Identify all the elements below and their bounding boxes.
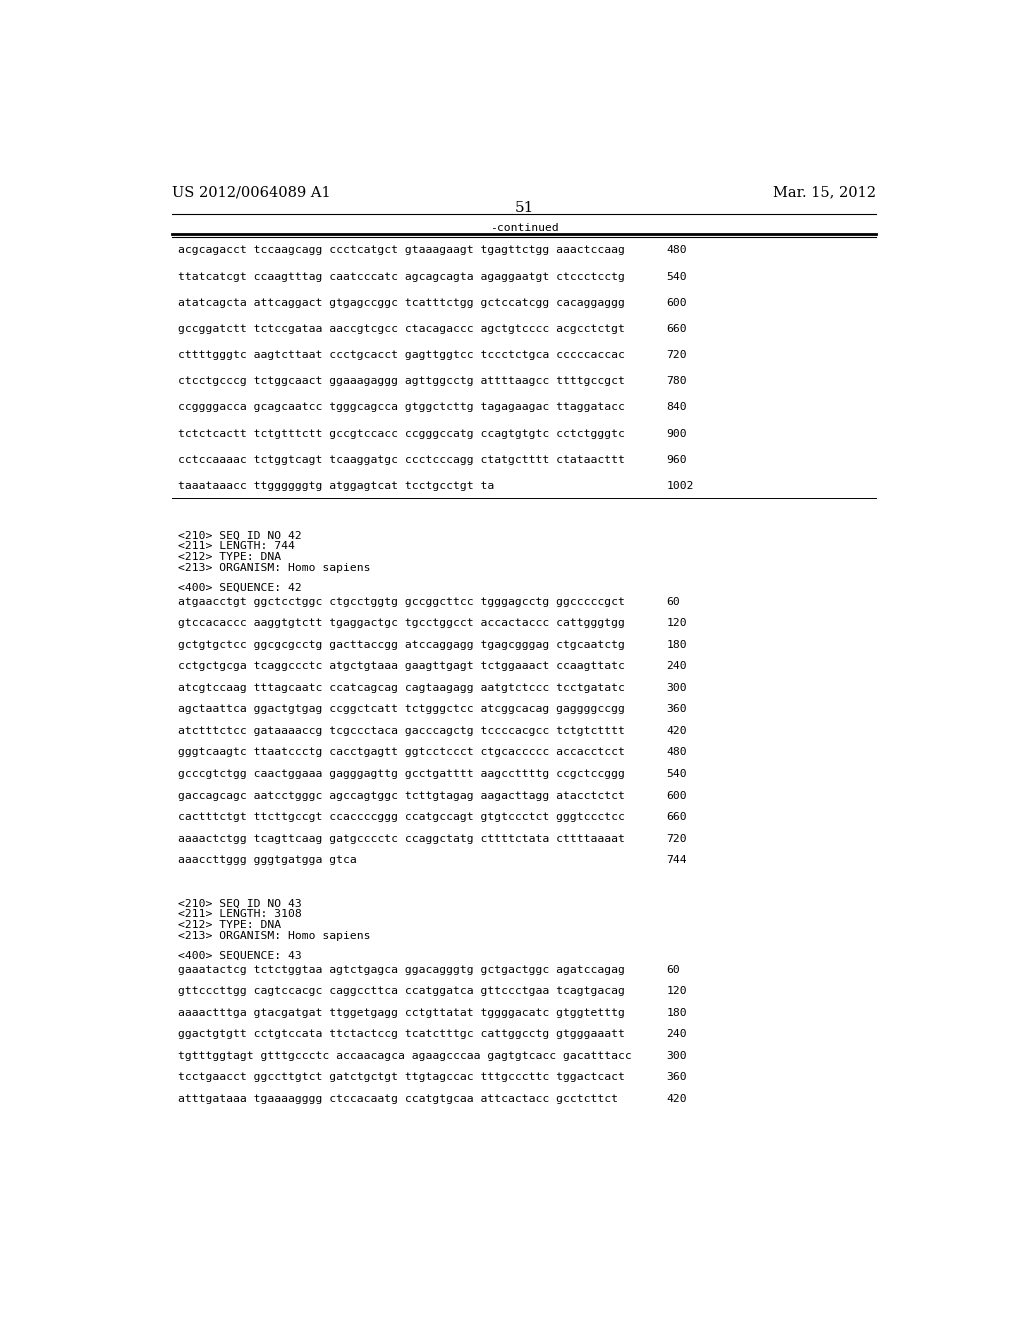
Text: ctcctgcccg tctggcaact ggaaagaggg agttggcctg attttaagcc ttttgccgct: ctcctgcccg tctggcaact ggaaagaggg agttggc…: [178, 376, 626, 387]
Text: cctccaaaac tctggtcagt tcaaggatgc ccctcccagg ctatgctttt ctataacttt: cctccaaaac tctggtcagt tcaaggatgc ccctccc…: [178, 455, 626, 465]
Text: 744: 744: [667, 855, 687, 865]
Text: atctttctcc gataaaaccg tcgccctaca gacccagctg tccccacgcc tctgtctttt: atctttctcc gataaaaccg tcgccctaca gacccag…: [178, 726, 626, 735]
Text: 780: 780: [667, 376, 687, 387]
Text: gggtcaagtc ttaatccctg cacctgagtt ggtcctccct ctgcaccccc accacctcct: gggtcaagtc ttaatccctg cacctgagtt ggtcctc…: [178, 747, 626, 758]
Text: 300: 300: [667, 682, 687, 693]
Text: 540: 540: [667, 272, 687, 281]
Text: aaaactttga gtacgatgat ttggetgagg cctgttatat tggggacatc gtggtetttg: aaaactttga gtacgatgat ttggetgagg cctgtta…: [178, 1007, 626, 1018]
Text: 600: 600: [667, 791, 687, 800]
Text: 420: 420: [667, 1094, 687, 1104]
Text: agctaattca ggactgtgag ccggctcatt tctgggctcc atcggcacag gaggggccgg: agctaattca ggactgtgag ccggctcatt tctgggc…: [178, 705, 626, 714]
Text: acgcagacct tccaagcagg ccctcatgct gtaaagaagt tgagttctgg aaactccaag: acgcagacct tccaagcagg ccctcatgct gtaaaga…: [178, 246, 626, 255]
Text: tctctcactt tctgtttctt gccgtccacc ccgggccatg ccagtgtgtc cctctgggtc: tctctcactt tctgtttctt gccgtccacc ccgggcc…: [178, 429, 626, 438]
Text: 900: 900: [667, 429, 687, 438]
Text: <213> ORGANISM: Homo sapiens: <213> ORGANISM: Homo sapiens: [178, 562, 371, 573]
Text: 60: 60: [667, 597, 680, 606]
Text: gaaatactcg tctctggtaa agtctgagca ggacagggtg gctgactggc agatccagag: gaaatactcg tctctggtaa agtctgagca ggacagg…: [178, 965, 626, 974]
Text: <210> SEQ ID NO 42: <210> SEQ ID NO 42: [178, 531, 302, 540]
Text: tcctgaacct ggccttgtct gatctgctgt ttgtagccac tttgcccttc tggactcact: tcctgaacct ggccttgtct gatctgctgt ttgtagc…: [178, 1072, 626, 1082]
Text: 120: 120: [667, 986, 687, 997]
Text: ttatcatcgt ccaagtttag caatcccatc agcagcagta agaggaatgt ctccctcctg: ttatcatcgt ccaagtttag caatcccatc agcagca…: [178, 272, 626, 281]
Text: <210> SEQ ID NO 43: <210> SEQ ID NO 43: [178, 899, 302, 908]
Text: 180: 180: [667, 1007, 687, 1018]
Text: 960: 960: [667, 455, 687, 465]
Text: atcgtccaag tttagcaatc ccatcagcag cagtaagagg aatgtctccc tcctgatatc: atcgtccaag tttagcaatc ccatcagcag cagtaag…: [178, 682, 626, 693]
Text: US 2012/0064089 A1: US 2012/0064089 A1: [172, 185, 331, 199]
Text: -continued: -continued: [490, 223, 559, 234]
Text: 600: 600: [667, 298, 687, 308]
Text: gtccacaccc aaggtgtctt tgaggactgc tgcctggcct accactaccc cattgggtgg: gtccacaccc aaggtgtctt tgaggactgc tgcctgg…: [178, 618, 626, 628]
Text: gaccagcagc aatcctgggc agccagtggc tcttgtagag aagacttagg atacctctct: gaccagcagc aatcctgggc agccagtggc tcttgta…: [178, 791, 626, 800]
Text: atttgataaa tgaaaagggg ctccacaatg ccatgtgcaa attcactacc gcctcttct: atttgataaa tgaaaagggg ctccacaatg ccatgtg…: [178, 1094, 618, 1104]
Text: 360: 360: [667, 1072, 687, 1082]
Text: 840: 840: [667, 403, 687, 412]
Text: 180: 180: [667, 640, 687, 649]
Text: 360: 360: [667, 705, 687, 714]
Text: <212> TYPE: DNA: <212> TYPE: DNA: [178, 920, 282, 929]
Text: 720: 720: [667, 350, 687, 360]
Text: <212> TYPE: DNA: <212> TYPE: DNA: [178, 552, 282, 562]
Text: <211> LENGTH: 3108: <211> LENGTH: 3108: [178, 909, 302, 919]
Text: cctgctgcga tcaggccctc atgctgtaaa gaagttgagt tctggaaact ccaagttatc: cctgctgcga tcaggccctc atgctgtaaa gaagttg…: [178, 661, 626, 671]
Text: gcccgtctgg caactggaaa gagggagttg gcctgatttt aagccttttg ccgctccggg: gcccgtctgg caactggaaa gagggagttg gcctgat…: [178, 770, 626, 779]
Text: atatcagcta attcaggact gtgagccggc tcatttctgg gctccatcgg cacaggaggg: atatcagcta attcaggact gtgagccggc tcatttc…: [178, 298, 626, 308]
Text: 300: 300: [667, 1051, 687, 1061]
Text: 240: 240: [667, 661, 687, 671]
Text: 51: 51: [515, 201, 535, 215]
Text: ccggggacca gcagcaatcc tgggcagcca gtggctcttg tagagaagac ttaggatacc: ccggggacca gcagcaatcc tgggcagcca gtggctc…: [178, 403, 626, 412]
Text: atgaacctgt ggctcctggc ctgcctggtg gccggcttcc tgggagcctg ggcccccgct: atgaacctgt ggctcctggc ctgcctggtg gccggct…: [178, 597, 626, 606]
Text: 240: 240: [667, 1030, 687, 1039]
Text: <400> SEQUENCE: 43: <400> SEQUENCE: 43: [178, 950, 302, 961]
Text: 540: 540: [667, 770, 687, 779]
Text: <400> SEQUENCE: 42: <400> SEQUENCE: 42: [178, 582, 302, 593]
Text: aaaactctgg tcagttcaag gatgcccctc ccaggctatg cttttctata cttttaaaat: aaaactctgg tcagttcaag gatgcccctc ccaggct…: [178, 834, 626, 843]
Text: gccggatctt tctccgataa aaccgtcgcc ctacagaccc agctgtcccc acgcctctgt: gccggatctt tctccgataa aaccgtcgcc ctacaga…: [178, 323, 626, 334]
Text: 480: 480: [667, 747, 687, 758]
Text: 1002: 1002: [667, 480, 694, 491]
Text: cttttgggtc aagtcttaat ccctgcacct gagttggtcc tccctctgca cccccaccac: cttttgggtc aagtcttaat ccctgcacct gagttgg…: [178, 350, 626, 360]
Text: Mar. 15, 2012: Mar. 15, 2012: [773, 185, 876, 199]
Text: 420: 420: [667, 726, 687, 735]
Text: 720: 720: [667, 834, 687, 843]
Text: gctgtgctcc ggcgcgcctg gacttaccgg atccaggagg tgagcgggag ctgcaatctg: gctgtgctcc ggcgcgcctg gacttaccgg atccagg…: [178, 640, 626, 649]
Text: 120: 120: [667, 618, 687, 628]
Text: 480: 480: [667, 246, 687, 255]
Text: 660: 660: [667, 323, 687, 334]
Text: tgtttggtagt gtttgccctc accaacagca agaagcccaa gagtgtcacc gacatttacc: tgtttggtagt gtttgccctc accaacagca agaagc…: [178, 1051, 632, 1061]
Text: <211> LENGTH: 744: <211> LENGTH: 744: [178, 541, 295, 550]
Text: <213> ORGANISM: Homo sapiens: <213> ORGANISM: Homo sapiens: [178, 931, 371, 941]
Text: taaataaacc ttggggggtg atggagtcat tcctgcctgt ta: taaataaacc ttggggggtg atggagtcat tcctgcc…: [178, 480, 495, 491]
Text: cactttctgt ttcttgccgt ccaccccggg ccatgccagt gtgtccctct gggtccctcc: cactttctgt ttcttgccgt ccaccccggg ccatgcc…: [178, 812, 626, 822]
Text: 660: 660: [667, 812, 687, 822]
Text: 60: 60: [667, 965, 680, 974]
Text: gttcccttgg cagtccacgc caggccttca ccatggatca gttccctgaa tcagtgacag: gttcccttgg cagtccacgc caggccttca ccatgga…: [178, 986, 626, 997]
Text: ggactgtgtt cctgtccata ttctactccg tcatctttgc cattggcctg gtgggaaatt: ggactgtgtt cctgtccata ttctactccg tcatctt…: [178, 1030, 626, 1039]
Text: aaaccttggg gggtgatgga gtca: aaaccttggg gggtgatgga gtca: [178, 855, 357, 865]
